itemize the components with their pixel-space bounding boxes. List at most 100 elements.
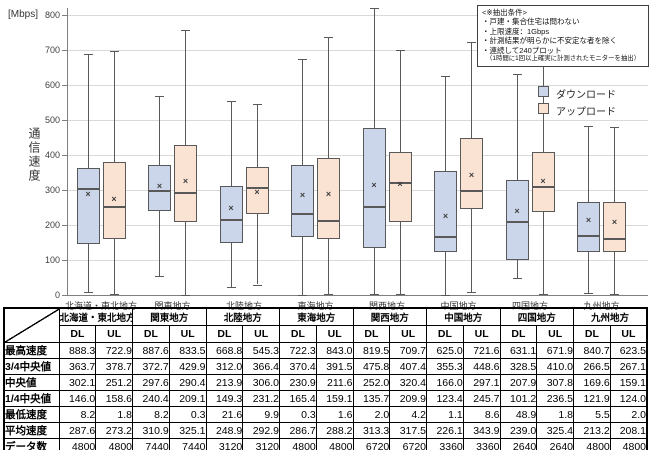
gridline bbox=[67, 260, 648, 261]
box-dl bbox=[577, 201, 600, 253]
legend-label: ダウンロード bbox=[556, 90, 616, 101]
box-dl bbox=[362, 128, 386, 248]
table-cell: 208.1 bbox=[609, 422, 648, 439]
table-cell: 4800 bbox=[315, 438, 354, 450]
direction-header-dl: DL bbox=[205, 325, 244, 343]
table-cell: 4800 bbox=[95, 438, 133, 450]
table-cell: 833.5 bbox=[168, 342, 207, 359]
box-dl bbox=[434, 170, 457, 252]
table-cell: 158.6 bbox=[95, 390, 133, 407]
box-ul bbox=[245, 166, 269, 215]
region-header: 関東地方 bbox=[132, 307, 207, 326]
x-category-label: 東海地方 bbox=[297, 301, 334, 311]
x-category-label: 九州地方 bbox=[583, 301, 620, 311]
table-cell: 722.3 bbox=[279, 342, 317, 359]
table-cell: 252.0 bbox=[352, 374, 391, 391]
median-line bbox=[460, 190, 483, 192]
speed-boxplot-chart: [Mbps] 通信速度 0 100 200 300 400 500 600 700 800 北海道… bbox=[8, 5, 649, 311]
table-cell: 819.5 bbox=[352, 342, 391, 359]
whisker-cap-bottom bbox=[369, 294, 379, 296]
median-line bbox=[531, 186, 555, 189]
whisker-cap-bottom bbox=[512, 277, 522, 279]
table-cell: 325.4 bbox=[536, 422, 574, 439]
annotation-title: <※抽出条件> bbox=[482, 8, 528, 17]
table-cell: 5.5 bbox=[573, 406, 611, 423]
region-header: 四国地方 bbox=[499, 307, 574, 326]
whisker-cap-top bbox=[467, 42, 476, 44]
y-tick bbox=[62, 155, 67, 156]
direction-header-ul: UL bbox=[95, 325, 133, 343]
legend-swatch bbox=[538, 103, 549, 114]
whisker-cap-bottom bbox=[441, 294, 450, 296]
table-cell: 292.9 bbox=[242, 422, 280, 439]
table-cell: 343.9 bbox=[462, 422, 501, 439]
box-ul bbox=[174, 144, 197, 222]
table-cell: 4800 bbox=[279, 438, 317, 450]
whisker-cap-top bbox=[83, 54, 93, 56]
whisker-cap-top bbox=[181, 30, 190, 32]
gridline bbox=[67, 85, 648, 86]
table-cell: 7440 bbox=[168, 438, 207, 450]
legend-label: アップロード bbox=[556, 107, 616, 118]
table-cell: 2.0 bbox=[609, 406, 648, 423]
table-cell: 248.9 bbox=[205, 422, 244, 439]
table-cell: 4800 bbox=[58, 438, 97, 450]
annotation-lines: ・戸建・集合住宅は問わない ・上限速度：1Gbps ・計測結果が明らかに不安定な者を… bbox=[482, 17, 644, 55]
table-cell: 625.0 bbox=[426, 342, 464, 359]
table-cell: 631.1 bbox=[499, 342, 538, 359]
region-header: 関西地方 bbox=[352, 307, 427, 326]
table-cell: 159.1 bbox=[609, 374, 648, 391]
y-axis-line bbox=[67, 8, 68, 295]
whisker-cap-top bbox=[610, 127, 619, 128]
whisker-cap-top bbox=[226, 101, 236, 103]
median-line bbox=[505, 221, 529, 224]
table-cell: 297.6 bbox=[132, 374, 170, 391]
mean-marker: × bbox=[611, 217, 618, 228]
y-tick-label: 800 bbox=[44, 10, 60, 20]
whisker-cap-bottom bbox=[610, 294, 619, 296]
x-axis-line bbox=[67, 295, 648, 296]
median-line bbox=[102, 206, 126, 209]
table-cell: 4.2 bbox=[389, 406, 427, 423]
table-cell: 3360 bbox=[462, 438, 501, 450]
table-cell: 545.3 bbox=[242, 342, 280, 359]
table-cell: 21.6 bbox=[205, 406, 244, 423]
whisker-cap-bottom bbox=[324, 294, 333, 296]
direction-header-ul: UL bbox=[609, 325, 648, 343]
table-cell: 213.2 bbox=[573, 422, 611, 439]
mean-marker: × bbox=[585, 215, 592, 226]
mean-marker: × bbox=[540, 176, 546, 187]
whisker-cap-top bbox=[155, 95, 164, 97]
table-cell: 1.1 bbox=[426, 406, 464, 423]
table-cell: 207.9 bbox=[499, 374, 538, 391]
box-ul bbox=[388, 152, 412, 222]
whisker-cap-bottom bbox=[109, 294, 119, 296]
median-line bbox=[388, 181, 412, 184]
x-category-label: 関東地方 bbox=[154, 301, 191, 311]
table-cell: 317.5 bbox=[389, 422, 427, 439]
legend-item: アップロード bbox=[538, 103, 648, 118]
table-cell: 1.8 bbox=[536, 406, 574, 423]
mean-marker: × bbox=[299, 189, 306, 200]
mean-marker: × bbox=[325, 189, 332, 200]
row-label: 最高速度 bbox=[3, 342, 60, 359]
row-label: 最低速度 bbox=[3, 406, 60, 423]
gridline bbox=[67, 15, 648, 16]
legend-item: ダウンロード bbox=[538, 86, 648, 101]
table-cell: 4800 bbox=[609, 438, 648, 450]
table-cell: 407.4 bbox=[389, 358, 427, 375]
region-header: 中国地方 bbox=[426, 307, 501, 326]
whisker-cap-bottom bbox=[467, 291, 476, 293]
median-line bbox=[603, 238, 626, 241]
median-line bbox=[317, 219, 340, 222]
box-dl bbox=[291, 165, 314, 238]
y-tick bbox=[62, 295, 67, 296]
box-ul bbox=[531, 151, 555, 213]
table-cell: 448.6 bbox=[462, 358, 501, 375]
gridline bbox=[67, 50, 648, 51]
table-cell: 9.9 bbox=[242, 406, 280, 423]
table-cell: 236.5 bbox=[536, 390, 574, 407]
table-cell: 240.4 bbox=[132, 390, 170, 407]
table-cell: 372.7 bbox=[132, 358, 170, 375]
table-cell: 0.3 bbox=[168, 406, 207, 423]
